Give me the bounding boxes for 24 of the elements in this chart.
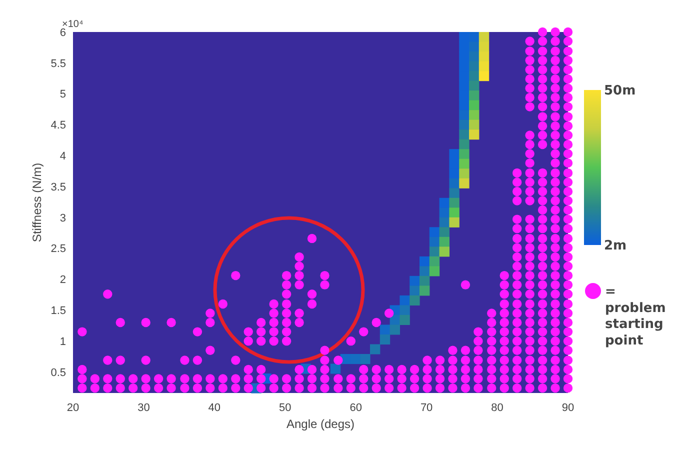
x-tick-label: 50 [279, 402, 292, 414]
x-tick-label: 90 [562, 402, 574, 414]
x-tick-label: 80 [491, 402, 504, 414]
x-tick-label: 70 [420, 402, 433, 414]
x-axis-title: Angle (degs) [286, 417, 355, 431]
y-tick-label: 4.5 [50, 120, 66, 132]
y-tick-label: 2 [60, 274, 66, 286]
y-tick-label: 3.5 [50, 181, 66, 194]
x-tick-label: 20 [66, 402, 80, 414]
x-tick-label: 40 [208, 402, 221, 414]
y-tick-label: 1 [60, 336, 66, 348]
y-tick-label: 0.5 [50, 366, 66, 379]
y-tick-label: 3 [60, 212, 66, 224]
color-bar-label: 50m [604, 84, 636, 99]
x-tick-label: 60 [350, 402, 362, 414]
y-axis-title: Stiffness (N/m) [30, 162, 44, 242]
x-tick-label: 30 [138, 402, 150, 414]
y-tick-label: 5 [60, 88, 66, 101]
legend-label: = problem starting point [605, 284, 666, 348]
color-bar-label: 2m [604, 238, 627, 254]
y-tick-label: 5.5 [50, 58, 66, 70]
y-tick-label: 2.5 [50, 243, 66, 256]
y-tick-label: 1.5 [50, 305, 66, 318]
y-tick-label: 4 [60, 150, 66, 162]
